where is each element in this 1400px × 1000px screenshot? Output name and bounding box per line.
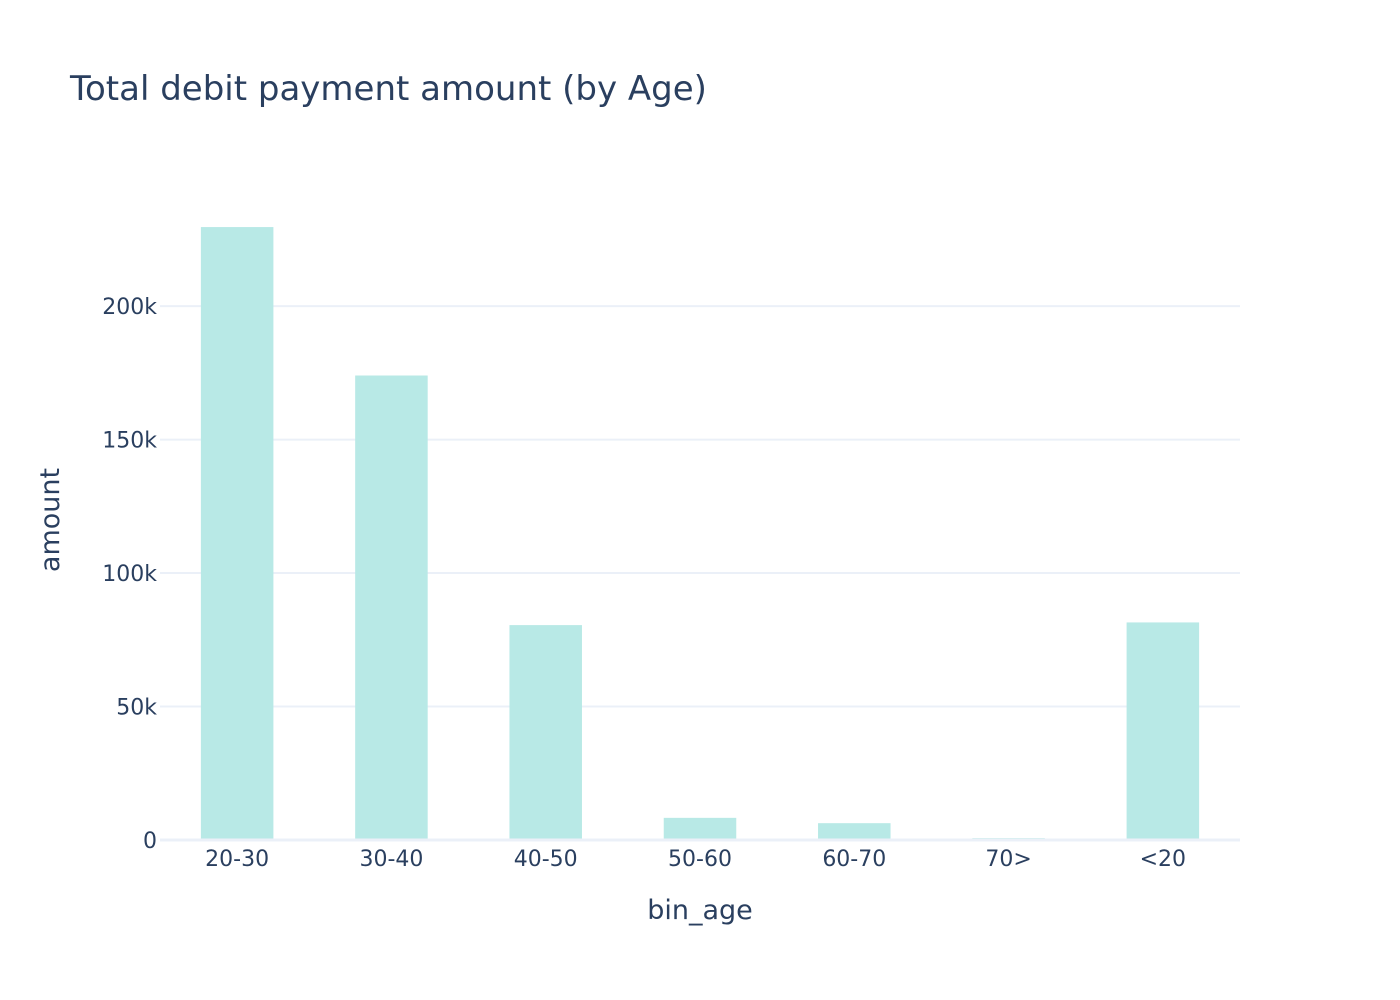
y-tick-label: 200k <box>102 295 157 320</box>
chart-title: Total debit payment amount (by Age) <box>69 69 707 109</box>
y-axis-title: amount <box>35 468 66 572</box>
bar-30-40[interactable] <box>355 375 428 840</box>
gridlines <box>160 305 1240 708</box>
y-tick-label: 100k <box>102 562 157 587</box>
y-tick-label: 50k <box>116 696 157 721</box>
x-tick-label: <20 <box>1140 847 1186 872</box>
y-axis-ticks: 0 50k 100k 150k 200k <box>102 295 157 854</box>
x-tick-label: 40-50 <box>514 847 578 872</box>
y-tick-label: 150k <box>102 429 157 454</box>
x-tick-label: 20-30 <box>205 847 269 872</box>
bar-20-30[interactable] <box>200 227 274 841</box>
bar-40-50[interactable] <box>509 625 582 840</box>
bar-60-70[interactable] <box>818 823 891 840</box>
bars <box>160 227 1240 842</box>
x-tick-label: 70> <box>985 847 1031 872</box>
x-axis-ticks: 20-30 30-40 40-50 50-60 60-70 70> <20 <box>205 847 1186 872</box>
x-axis-title: bin_age <box>647 895 753 926</box>
x-tick-label: 50-60 <box>668 847 732 872</box>
bar-<20[interactable] <box>1126 622 1200 840</box>
x-tick-label: 30-40 <box>359 847 423 872</box>
y-tick-label: 0 <box>143 829 157 854</box>
bar-50-60[interactable] <box>663 817 737 840</box>
x-tick-label: 60-70 <box>822 847 886 872</box>
